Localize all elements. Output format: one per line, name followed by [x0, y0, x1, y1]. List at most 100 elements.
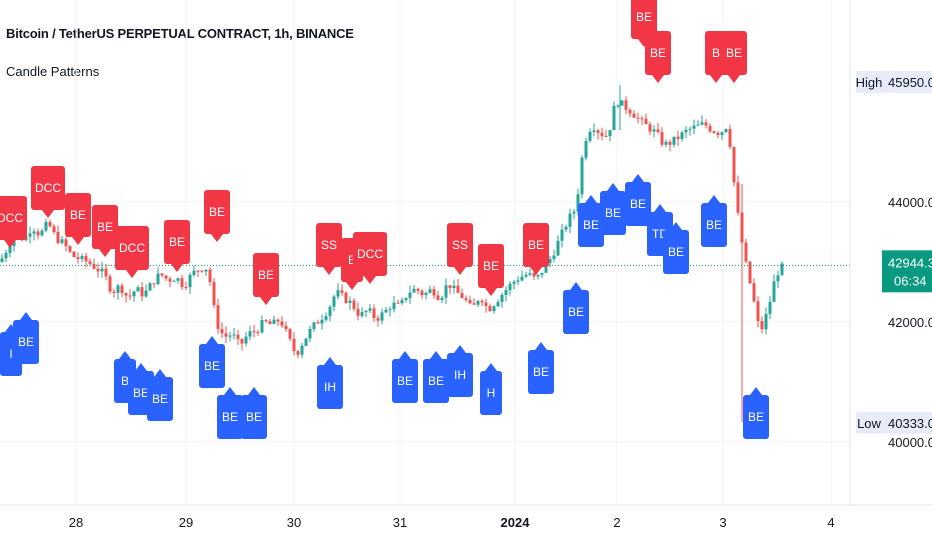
- candle-body: [264, 320, 268, 322]
- candle-body: [596, 130, 600, 133]
- candle-body: [220, 328, 224, 334]
- pattern-label-pointer: [99, 249, 111, 257]
- pattern-label-pointer: [454, 345, 466, 353]
- candle-body: [720, 132, 724, 136]
- pattern-label-bull: BE: [578, 195, 604, 247]
- candle-body: [752, 283, 756, 302]
- candle-body: [384, 309, 388, 313]
- candle-body: [576, 194, 580, 212]
- price-axis[interactable]: 40000.0 42000.0 44000.0 High 45950.0 Low 40333…: [849, 0, 932, 505]
- candle-body: [476, 300, 480, 305]
- pattern-label-box: [480, 371, 502, 415]
- candle-body: [588, 131, 592, 141]
- candle-body: [760, 321, 764, 330]
- candle-body: [180, 278, 184, 288]
- pattern-label-pointer: [670, 222, 682, 230]
- pattern-label-box: [563, 290, 589, 334]
- pattern-label-text: BE: [630, 197, 646, 211]
- candle-body: [68, 246, 72, 252]
- candle-body: [632, 113, 636, 118]
- pattern-label-bear: BE: [631, 0, 657, 47]
- candle-body: [256, 332, 260, 334]
- pattern-label-bull: BE: [528, 342, 554, 394]
- candle-body: [0, 258, 4, 262]
- candle-body: [344, 292, 348, 303]
- candle-body: [160, 273, 164, 276]
- pattern-label-text: BE: [528, 238, 544, 252]
- pattern-label-box: [115, 226, 149, 270]
- candle-body: [684, 129, 688, 133]
- candle-body: [604, 135, 608, 137]
- pattern-label-bull: BE: [600, 183, 626, 235]
- candle-body: [324, 316, 328, 320]
- pattern-label-box: [13, 320, 39, 364]
- pattern-label-pointer: [632, 174, 644, 182]
- candle-body: [368, 308, 372, 311]
- pattern-label-bear: DCC: [353, 232, 387, 284]
- pattern-label-bear: BE: [253, 253, 279, 305]
- pattern-label-pointer: [485, 288, 497, 296]
- candle-body: [484, 302, 488, 306]
- pattern-label-box: [0, 196, 27, 240]
- candle-body: [660, 132, 664, 145]
- candle-body: [308, 328, 312, 339]
- low-value-text: 40333.0: [888, 416, 932, 431]
- candle-body: [356, 308, 360, 316]
- pattern-label-bull: BE: [563, 282, 589, 334]
- candle-body: [560, 229, 564, 241]
- pattern-label-bear: BE: [478, 244, 504, 296]
- candle-body: [136, 287, 140, 292]
- candle-body: [424, 292, 428, 296]
- pattern-label-bull: IH: [447, 345, 473, 397]
- x-tick-label: 3: [719, 515, 726, 530]
- candle-body: [140, 287, 144, 297]
- candle-body: [172, 280, 176, 282]
- candle-body: [32, 231, 36, 234]
- candle-body: [272, 319, 276, 325]
- candle-body: [320, 319, 324, 324]
- candle-body: [248, 331, 252, 337]
- candle-body: [768, 301, 772, 314]
- candle-body: [280, 321, 284, 326]
- pattern-label-text: IH: [454, 368, 466, 382]
- candle-body: [296, 351, 300, 355]
- candle-body: [544, 263, 548, 273]
- candle-body: [80, 255, 84, 259]
- candle-body: [192, 270, 196, 275]
- time-axis[interactable]: 28 29 30 31 2024 2 3 4: [0, 504, 932, 530]
- candle-body: [692, 125, 696, 129]
- chart-title: Bitcoin / TetherUS PERPETUAL CONTRACT, 1…: [6, 26, 354, 41]
- candle-body: [780, 263, 784, 276]
- candle-body: [464, 298, 468, 300]
- pattern-label-text: BE: [18, 335, 34, 349]
- candle-body: [8, 246, 12, 253]
- pattern-label-box: [663, 230, 689, 274]
- candle-body: [452, 285, 456, 289]
- candle-body: [612, 105, 616, 131]
- pattern-label-text: DCC: [35, 181, 61, 195]
- pattern-label-pointer: [652, 75, 664, 83]
- pattern-label-pointer: [750, 387, 762, 395]
- candle-body: [584, 140, 588, 158]
- pattern-label-text: DCC: [119, 241, 145, 255]
- candle-body: [352, 300, 356, 309]
- pattern-label-pointer: [570, 282, 582, 290]
- candle-body: [680, 132, 684, 140]
- candle-body: [212, 282, 216, 306]
- candle-body: [500, 294, 504, 303]
- pattern-label-bull: BE: [701, 195, 727, 247]
- pattern-label-bear: BE: [65, 193, 91, 245]
- pattern-label-pointer: [346, 282, 358, 290]
- candle-body: [688, 128, 692, 130]
- pattern-label-pointer: [607, 183, 619, 191]
- candle-body: [164, 275, 168, 279]
- candle-body: [148, 283, 152, 291]
- candle-body: [568, 213, 572, 227]
- pattern-label-pointer: [430, 351, 442, 359]
- candle-body: [380, 312, 384, 321]
- pattern-label-text: DCC: [0, 211, 23, 225]
- candle-body: [404, 297, 408, 300]
- pattern-label-pointer: [224, 387, 236, 395]
